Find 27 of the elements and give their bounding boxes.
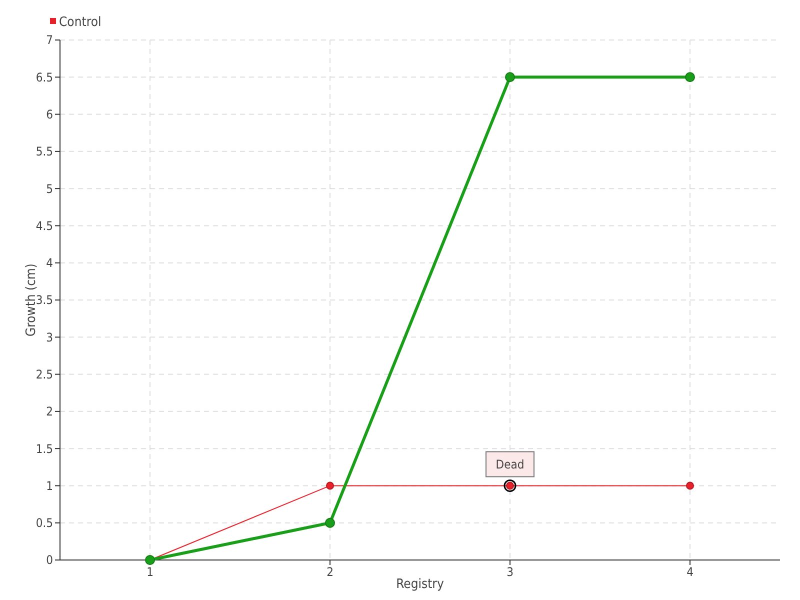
y-tick-label: 6.5 [36, 70, 53, 84]
y-tick-label: 5 [46, 182, 53, 196]
y-tick-label: 6 [46, 107, 54, 122]
annotation: Dead [496, 458, 524, 472]
x-tick-label: 4 [686, 565, 694, 579]
point [325, 518, 335, 528]
y-tick-label: 3 [46, 330, 53, 344]
y-tick-label: 1 [46, 478, 53, 493]
y-tick-label: 2 [46, 404, 53, 419]
point [505, 72, 515, 82]
y-tick-label: 0 [46, 553, 54, 568]
y-tick-label: 1.5 [36, 442, 53, 456]
x-tick-label: 3 [506, 565, 514, 579]
point [685, 72, 695, 82]
x-axis-title: Registry [396, 577, 444, 592]
y-tick-label: 2.5 [36, 367, 53, 382]
point [326, 482, 334, 490]
y-tick-label: 0.5 [36, 516, 53, 530]
x-tick-label: 1 [146, 565, 154, 579]
y-tick-label: 5.5 [36, 144, 53, 159]
y-tick-label: 4 [46, 256, 54, 270]
y-tick-label: 3.5 [36, 293, 53, 308]
y-tick-label: 7 [46, 33, 53, 48]
y-tick-label: 4.5 [36, 218, 53, 233]
legend-label: Control [59, 15, 102, 30]
point [686, 482, 694, 490]
x-tick-label: 2 [326, 565, 334, 579]
